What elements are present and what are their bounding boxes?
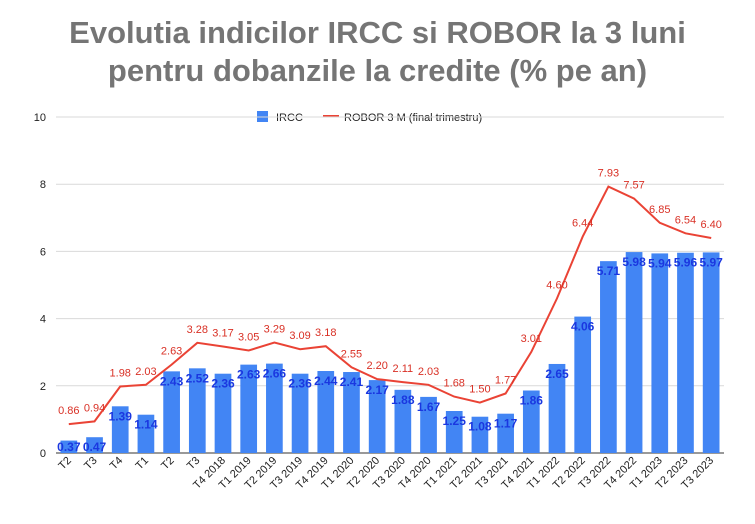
data-label-robor: 6.85 [649,204,670,216]
data-label-ircc: 5.71 [597,264,621,278]
bar-ircc [163,371,180,453]
data-label-ircc: 2.43 [160,374,184,388]
data-label-ircc: 0.47 [83,440,107,454]
x-tick-label: T4 [108,455,126,473]
data-label-ircc: 1.08 [468,420,492,434]
bar-ircc [214,373,232,453]
data-label-robor: 7.93 [598,168,619,180]
data-label-ircc: 2.41 [340,375,364,389]
data-label-robor: 1.77 [495,375,516,387]
x-tick-label: T1 [133,455,151,473]
bar-ircc [420,396,437,453]
data-label-robor: 1.98 [110,367,131,379]
y-tick-label: 8 [40,179,46,191]
data-label-ircc: 2.44 [314,374,338,388]
data-label-ircc: 2.36 [288,377,312,391]
data-label-ircc: 0.37 [57,440,81,454]
data-label-ircc: 2.17 [365,383,389,397]
data-label-robor: 2.63 [161,346,182,358]
data-label-robor: 3.18 [315,327,336,339]
data-label-robor: 0.86 [58,405,79,417]
y-tick-label: 10 [34,112,46,124]
data-label-ircc: 1.17 [494,417,518,431]
data-label-ircc: 5.97 [699,255,723,269]
bar-ircc [343,372,360,453]
bar-ircc [445,411,463,453]
data-label-ircc: 1.39 [109,409,133,423]
bar-ircc [111,406,129,453]
data-label-ircc: 2.66 [263,367,287,381]
data-label-ircc: 1.67 [417,400,441,414]
bar-ircc [137,414,155,453]
data-label-robor: 6.54 [675,214,696,226]
data-label-robor: 6.44 [572,218,593,230]
data-label-robor: 3.05 [238,332,259,344]
bar-ircc [600,261,617,453]
bar-ircc [497,413,514,453]
bar-ircc [471,416,489,453]
line-robor [68,185,712,426]
bar-ircc [677,252,694,453]
bar-ircc [317,371,335,453]
chart-title-line-1: Evolutia indicilor IRCC si ROBOR la 3 lu… [69,15,686,50]
data-label-robor: 2.03 [418,366,439,378]
legend-label-robor: ROBOR 3 M (final trimestru) [344,112,482,124]
data-label-ircc: 2.52 [186,371,210,385]
x-tick-label: T2 [56,455,74,473]
bar-ircc [188,368,206,453]
data-label-robor: 0.94 [84,402,105,414]
data-label-robor: 2.03 [135,366,156,378]
data-label-robor: 3.29 [264,323,285,335]
data-label-robor: 3.01 [521,333,542,345]
data-label-robor: 2.20 [366,360,387,372]
bar-ircc [548,363,566,453]
y-tick-label: 6 [40,246,46,258]
data-label-robor: 3.28 [187,324,208,336]
x-tick-label: T2 [159,455,177,473]
data-label-ircc: 5.96 [674,256,698,270]
bar-ircc [625,252,643,453]
chart-title-line-2: pentru dobanzile la credite (% pe an) [107,53,648,88]
bar-ircc [522,390,540,453]
bar-ircc [86,437,103,453]
bar-ircc [60,440,78,453]
data-label-robor: 1.50 [469,384,490,396]
bar-ircc [240,364,258,453]
bar-ircc [574,316,592,453]
data-label-ircc: 1.14 [134,418,158,432]
data-label-ircc: 1.88 [391,393,415,407]
data-label-ircc: 1.25 [443,414,467,428]
data-label-ircc: 5.98 [622,255,646,269]
x-tick-label: T3 [185,455,203,473]
data-label-robor: 4.60 [546,279,567,291]
bar-ircc [651,253,669,453]
bar-ircc [394,389,412,453]
data-label-ircc: 5.94 [648,256,672,270]
data-label-robor: 1.68 [444,378,465,390]
data-label-ircc: 2.65 [545,367,569,381]
data-label-robor: 6.40 [700,219,721,231]
data-label-ircc: 1.86 [520,394,544,408]
data-label-robor: 2.55 [341,348,362,360]
data-label-robor: 3.17 [212,327,233,339]
y-tick-label: 2 [40,381,46,393]
legend-label-ircc: IRCC [276,112,303,124]
bar-ircc [702,252,720,453]
x-tick-label: T3 [82,455,100,473]
bar-ircc [266,363,283,453]
data-label-ircc: 4.06 [571,320,595,334]
data-label-robor: 2.11 [393,363,414,375]
y-tick-label: 0 [40,448,46,460]
data-label-ircc: 2.36 [211,377,235,391]
data-label-ircc: 2.63 [237,368,261,382]
y-tick-label: 4 [40,314,46,326]
data-label-robor: 7.57 [623,180,644,192]
bar-ircc [368,380,386,453]
chart-title: Evolutia indicilor IRCC si ROBOR la 3 lu… [0,14,755,90]
bar-ircc [291,373,309,453]
data-label-robor: 3.09 [289,330,310,342]
